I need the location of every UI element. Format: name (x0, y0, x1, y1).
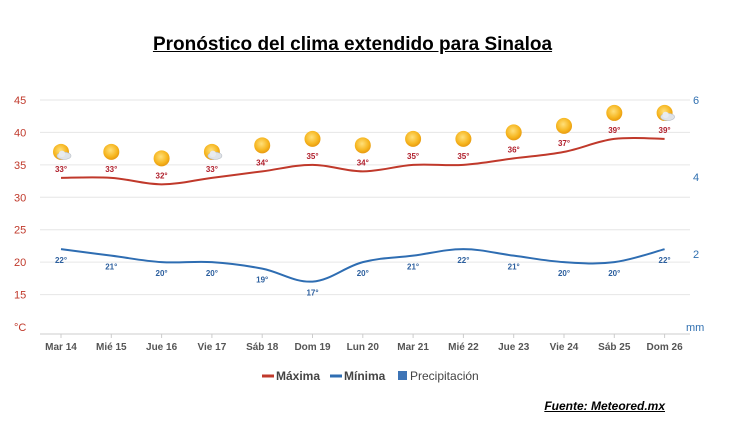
sun-disc (254, 137, 271, 154)
y-tick-label: 20 (14, 257, 26, 269)
data-label: 20° (357, 269, 369, 278)
sun-icon (556, 117, 572, 134)
partly-cloudy-sun-icon (203, 143, 223, 160)
sun-disc (304, 130, 321, 147)
x-tick-label: Vie 24 (550, 342, 579, 353)
sun-icon (304, 130, 321, 147)
sun-disc (505, 124, 522, 141)
y2-tick-label: 2 (693, 249, 699, 261)
data-label: 33° (105, 165, 117, 174)
sun-disc (556, 117, 572, 134)
legend-label: Máxima (276, 369, 320, 383)
sun-disc (103, 143, 120, 160)
data-label: 22° (55, 256, 67, 265)
data-label: 35° (407, 152, 419, 161)
legend-label: Mínima (344, 369, 386, 383)
y-tick-label: 30 (14, 192, 26, 204)
data-label: 20° (206, 269, 218, 278)
data-label: 36° (508, 145, 520, 154)
x-tick-label: Dom 19 (294, 342, 331, 353)
data-label: 34° (256, 158, 268, 167)
data-label: 33° (206, 165, 218, 174)
sun-disc (455, 130, 472, 147)
x-tick-label: Jue 23 (498, 342, 530, 353)
data-label: 39° (659, 126, 671, 135)
cloud-puff (209, 150, 217, 158)
page-title: Pronóstico del clima extendido para Sina… (152, 34, 553, 55)
x-tick-label: Dom 26 (647, 342, 684, 353)
legend-swatch (398, 371, 407, 380)
data-label: 21° (407, 263, 419, 272)
data-label: 21° (105, 263, 117, 272)
data-label: 35° (306, 152, 318, 161)
sun-icon (405, 130, 422, 147)
source-credit: Fuente: Meteored.mx (544, 399, 665, 413)
cloud-puff (58, 150, 66, 158)
y-tick-label: 40 (14, 127, 26, 139)
x-tick-label: Sáb 25 (598, 342, 631, 353)
legend-label: Precipitación (410, 369, 479, 383)
y-tick-label: 25 (14, 225, 26, 237)
x-tick-label: Mié 22 (448, 342, 479, 353)
x-tick-label: Jue 16 (146, 342, 178, 353)
sun-icon (606, 104, 623, 121)
data-label: 20° (608, 269, 620, 278)
sun-disc (405, 130, 422, 147)
sun-disc (354, 137, 371, 154)
y-tick-label: 15 (14, 290, 26, 302)
x-tick-label: Vie 17 (198, 342, 227, 353)
y-unit-label: °C (14, 322, 26, 334)
x-tick-label: Mié 15 (96, 342, 127, 353)
sun-icon (455, 130, 472, 147)
data-label: 34° (357, 158, 369, 167)
sun-disc (153, 150, 170, 167)
sun-disc (606, 104, 623, 121)
sun-icon (505, 124, 522, 141)
sun-icon (254, 137, 271, 154)
series-line-maxima (60, 136, 665, 186)
sun-icon (103, 143, 120, 160)
series-line-minima (60, 248, 665, 283)
y-tick-label: 35 (14, 160, 26, 172)
y2-tick-label: 6 (693, 95, 699, 107)
sun-icon (153, 150, 170, 167)
x-tick-label: Mar 14 (45, 342, 77, 353)
y2-tick-label: 4 (693, 172, 699, 184)
y-tick-label: 45 (14, 95, 26, 107)
data-label: 22° (659, 256, 671, 265)
x-tick-label: Sáb 18 (246, 342, 279, 353)
data-label: 22° (457, 256, 469, 265)
data-label: 20° (558, 269, 570, 278)
cloud-puff (662, 111, 669, 119)
data-label: 21° (508, 263, 520, 272)
y2-unit-label: mm (686, 322, 704, 334)
x-tick-label: Mar 21 (397, 342, 429, 353)
data-label: 33° (55, 165, 67, 174)
x-tick-label: Lun 20 (347, 342, 380, 353)
sun-icon (354, 137, 371, 154)
data-label: 37° (558, 139, 570, 148)
partly-cloudy-sun-icon (53, 143, 72, 160)
data-label: 19° (256, 276, 268, 285)
data-label: 32° (156, 171, 168, 180)
data-label: 17° (306, 289, 318, 298)
data-label: 20° (156, 269, 168, 278)
data-label: 39° (608, 126, 620, 135)
data-label: 35° (457, 152, 469, 161)
partly-cloudy-sun-icon (656, 104, 675, 121)
